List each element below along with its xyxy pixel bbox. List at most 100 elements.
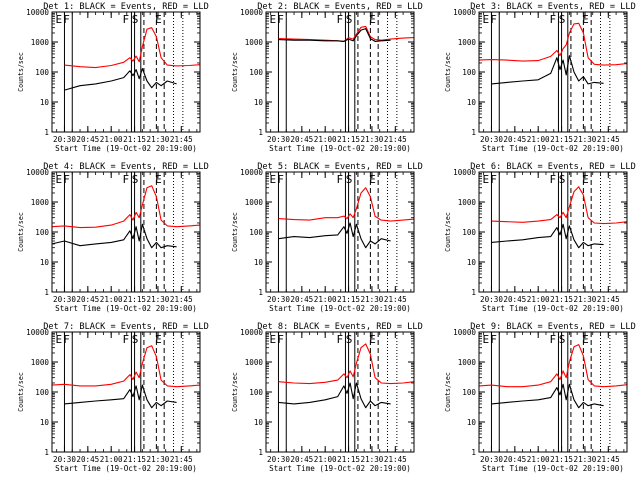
plot-frame <box>51 11 201 133</box>
panel-title: Det 3: BLACK = Events, RED = LLD <box>470 2 636 12</box>
interval-marker-label: E <box>269 333 276 346</box>
series-events-line <box>491 383 604 409</box>
y-tick-label: 10000 <box>26 168 49 177</box>
interval-marker-label: E <box>55 333 62 346</box>
series-events-line <box>278 222 391 249</box>
x-axis-label: Start Time (19-Oct-02 20:19:00) <box>482 144 624 153</box>
x-tick-label: 21:00 <box>100 135 123 144</box>
x-tick-label: 20:45 <box>290 455 313 464</box>
series-events-line <box>278 28 391 42</box>
plot-frame <box>51 331 201 453</box>
x-axis-label: Start Time (19-Oct-02 20:19:00) <box>55 464 197 473</box>
x-tick-label: 21:30 <box>574 455 597 464</box>
series-lld-line <box>64 27 201 69</box>
series-lld-line <box>491 186 628 225</box>
x-tick-label: 20:30 <box>53 135 76 144</box>
y-tick-label: 1 <box>258 128 263 137</box>
y-tick-label: 10000 <box>26 328 49 337</box>
x-tick-label: 21:30 <box>361 295 384 304</box>
plot-frame <box>265 11 415 133</box>
series-lld-line <box>478 22 628 66</box>
y-tick-label: 1 <box>258 288 263 297</box>
x-tick-label: 21:00 <box>314 455 337 464</box>
y-tick-label: 10000 <box>453 168 476 177</box>
interval-marker-label: F <box>277 173 284 186</box>
interval-marker-label: E <box>55 173 62 186</box>
interval-marker-label: E <box>55 13 62 26</box>
x-tick-label: 20:45 <box>503 295 526 304</box>
plot-frame <box>51 171 201 293</box>
series-events-line <box>64 384 177 409</box>
y-tick-label: 100 <box>249 388 263 397</box>
x-tick-label: 20:30 <box>267 295 290 304</box>
interval-marker-label: S <box>559 13 566 26</box>
interval-marker-label: E <box>269 13 276 26</box>
panel-title: Det 4: BLACK = Events, RED = LLD <box>43 162 209 172</box>
x-axis-label: Start Time (19-Oct-02 20:19:00) <box>269 144 411 153</box>
x-axis-label: Start Time (19-Oct-02 20:19:00) <box>55 304 197 313</box>
y-tick-label: 1 <box>44 128 49 137</box>
interval-marker-label: F <box>336 333 343 346</box>
panel-title: Det 2: BLACK = Events, RED = LLD <box>257 2 423 12</box>
y-tick-label: 10 <box>467 418 477 427</box>
interval-marker-label: E <box>155 173 162 186</box>
x-tick-label: 20:45 <box>503 135 526 144</box>
y-tick-label: 10 <box>40 418 50 427</box>
interval-marker-label: E <box>155 13 162 26</box>
x-tick-label: 21:45 <box>597 295 620 304</box>
x-tick-label: 21:45 <box>170 295 193 304</box>
x-tick-label: 21:15 <box>337 295 360 304</box>
interval-marker-label: F <box>63 173 70 186</box>
x-tick-label: 21:15 <box>550 135 573 144</box>
interval-marker-label: S <box>346 13 353 26</box>
interval-marker-label: E <box>369 173 376 186</box>
x-tick-label: 21:45 <box>384 135 407 144</box>
interval-marker-label: F <box>122 173 129 186</box>
interval-marker-label: F <box>490 173 497 186</box>
y-tick-label: 1 <box>44 448 49 457</box>
series-lld-line <box>278 343 415 385</box>
y-tick-label: 1000 <box>245 358 264 367</box>
interval-marker-label: S <box>346 173 353 186</box>
x-tick-label: 21:45 <box>384 455 407 464</box>
interval-marker-label: S <box>132 13 139 26</box>
y-tick-label: 1000 <box>245 38 264 47</box>
x-tick-label: 21:15 <box>337 455 360 464</box>
x-tick-label: 21:00 <box>100 455 123 464</box>
interval-marker-label: E <box>482 333 489 346</box>
x-tick-label: 21:15 <box>550 455 573 464</box>
interval-marker-label: E <box>155 333 162 346</box>
y-tick-label: 10 <box>254 258 264 267</box>
y-tick-label: 1000 <box>31 38 50 47</box>
y-axis-label: Counts/sec <box>444 212 452 252</box>
x-tick-label: 21:45 <box>597 135 620 144</box>
plot-frame <box>478 11 628 133</box>
y-tick-label: 1 <box>471 448 476 457</box>
y-tick-label: 100 <box>249 68 263 77</box>
y-tick-label: 10 <box>40 258 50 267</box>
panel-title: Det 5: BLACK = Events, RED = LLD <box>257 162 423 172</box>
x-tick-label: 20:30 <box>480 135 503 144</box>
y-tick-label: 10000 <box>240 328 263 337</box>
y-axis-label: Counts/sec <box>444 52 452 92</box>
series-events-line <box>51 223 177 249</box>
x-tick-label: 21:30 <box>361 455 384 464</box>
panel-title: Det 7: BLACK = Events, RED = LLD <box>43 322 209 332</box>
interval-marker-label: F <box>549 13 556 26</box>
y-tick-label: 10000 <box>26 8 49 17</box>
y-tick-label: 1000 <box>31 198 50 207</box>
y-tick-label: 100 <box>462 228 476 237</box>
series-events-line <box>64 68 177 91</box>
interval-marker-label: F <box>122 333 129 346</box>
x-tick-label: 20:45 <box>503 455 526 464</box>
y-tick-label: 100 <box>462 68 476 77</box>
interval-marker-label: E <box>369 13 376 26</box>
y-tick-label: 1 <box>44 288 49 297</box>
x-tick-label: 21:15 <box>123 135 146 144</box>
x-tick-label: 20:30 <box>480 455 503 464</box>
y-tick-label: 1000 <box>458 358 477 367</box>
y-tick-label: 10 <box>467 98 477 107</box>
